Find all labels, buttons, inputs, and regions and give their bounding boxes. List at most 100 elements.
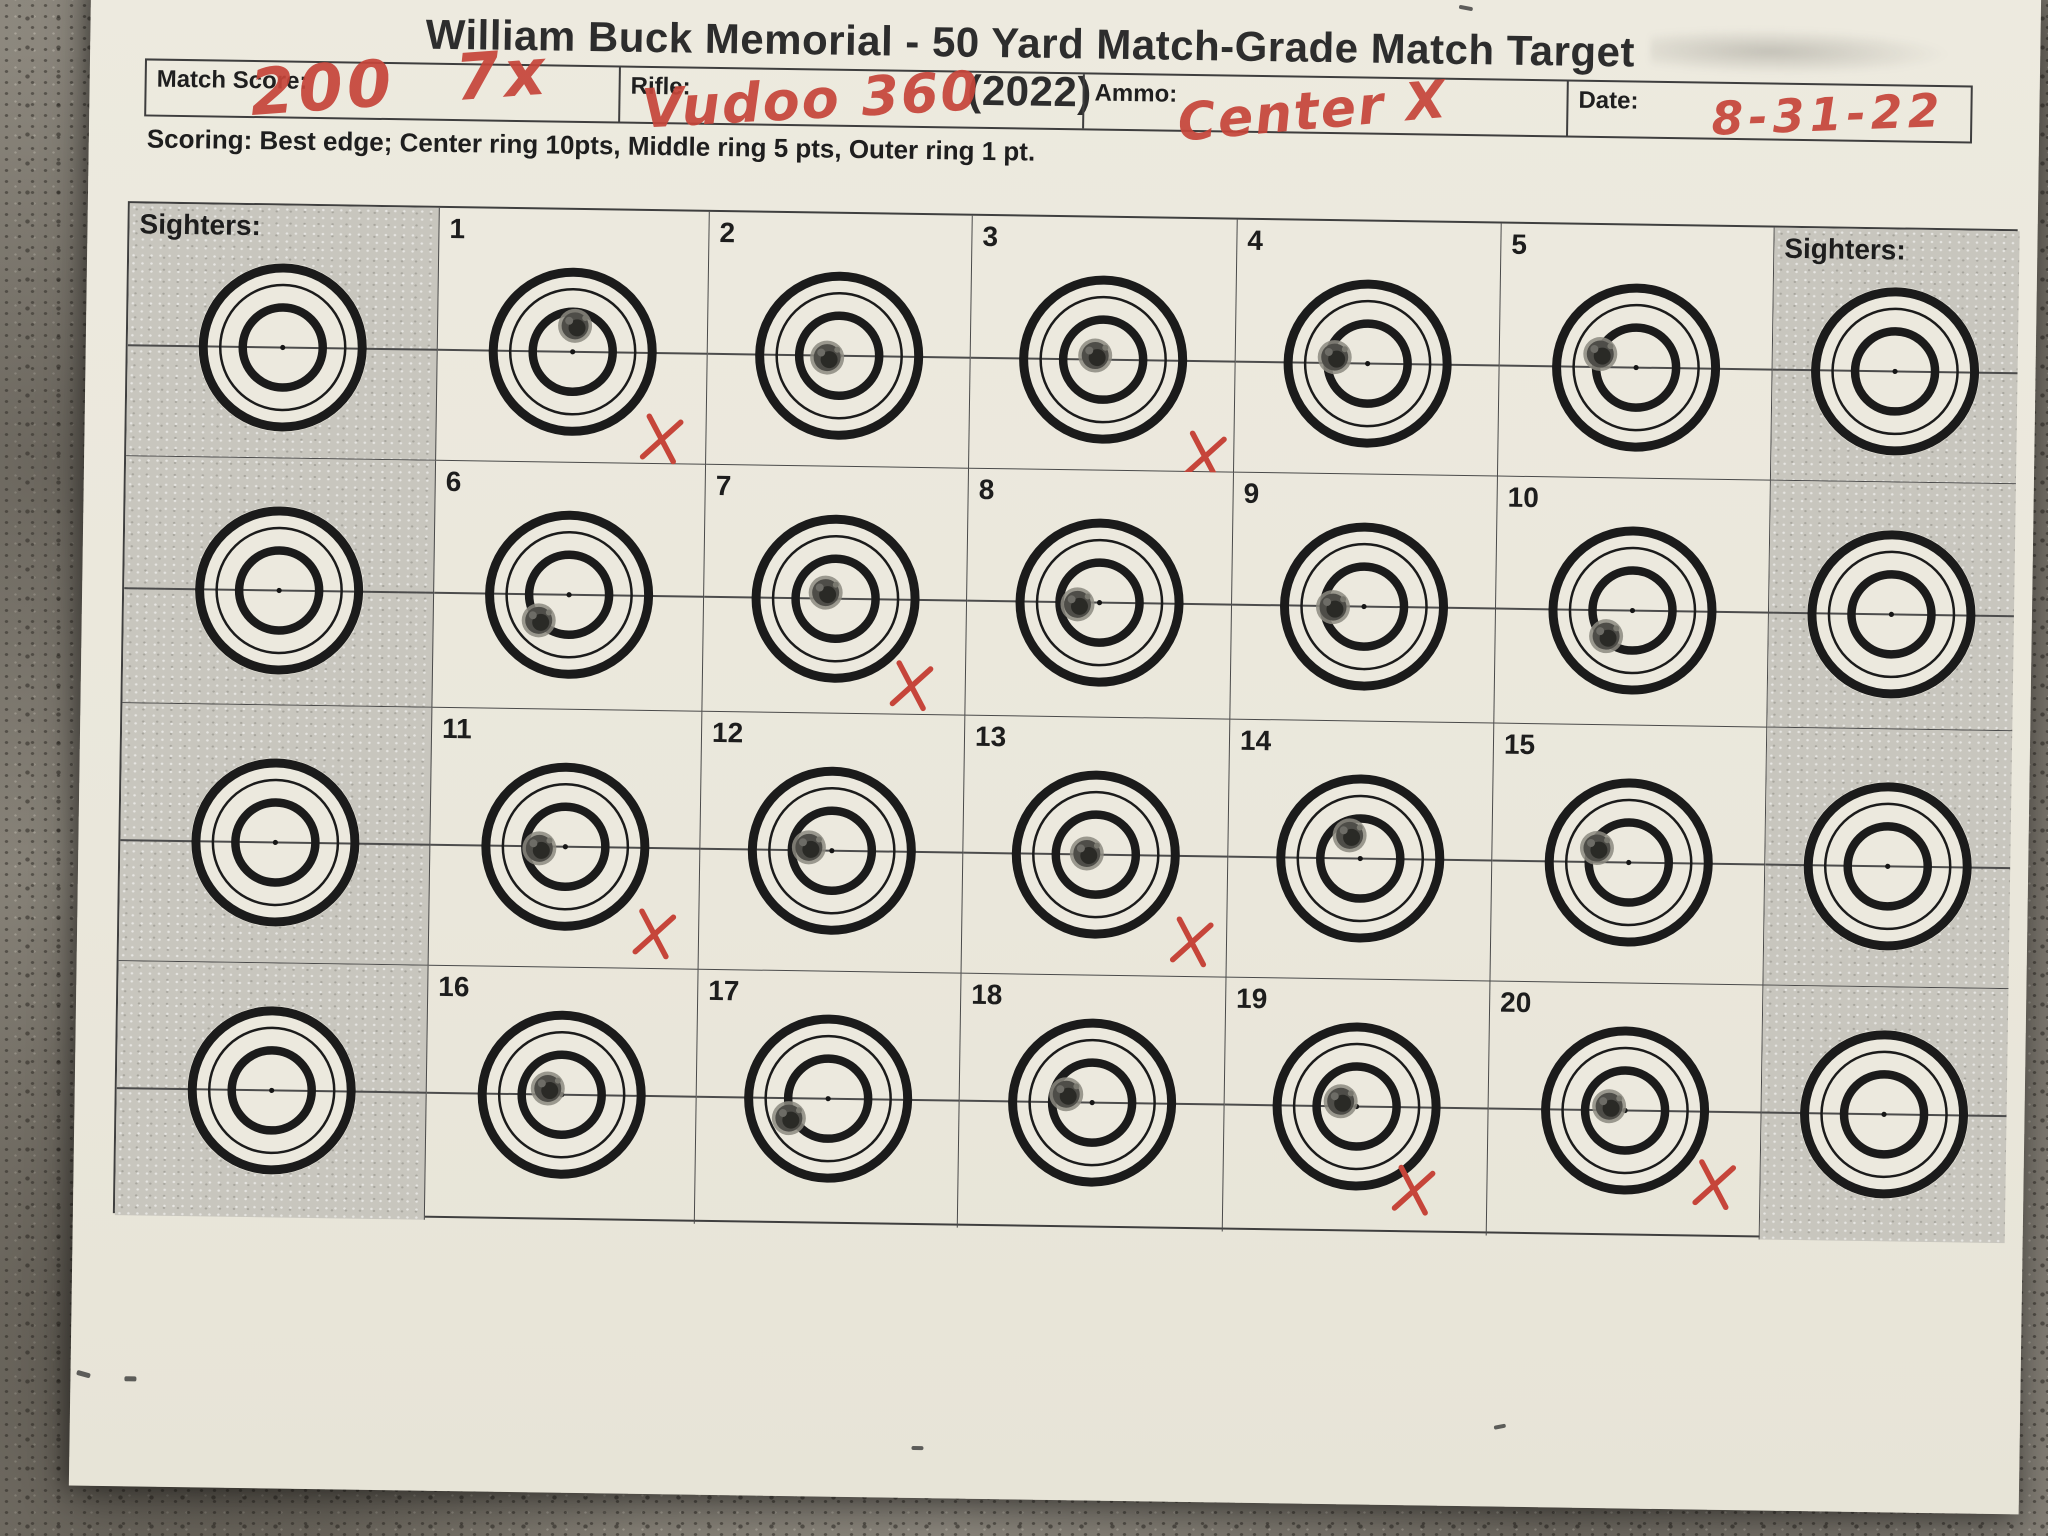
bullet-hole [1049,1077,1084,1112]
target-cell-18: 18 [957,973,1227,1232]
bullseye [116,1005,427,1175]
bullet-hole [1323,1084,1358,1119]
date-value: 8-31-22 [1710,83,1946,146]
center-dot [1633,364,1639,371]
target-cell-13: 13 [961,715,1231,978]
bullseye [707,271,971,441]
bullet-hole [1589,619,1624,654]
center-dot [280,344,286,351]
sighter-cell [114,961,429,1220]
bullet-hole [1332,818,1367,853]
scoring-note: Scoring: Best edge; Center ring 10pts, M… [146,123,1036,167]
sighter-cell [118,703,433,966]
target-cell-15: 15 [1490,723,1768,986]
sighter-cell [1767,480,2016,732]
center-dot [1892,368,1898,375]
sighters-label: Sighters: [1784,232,1906,266]
target-number: 8 [978,473,995,506]
target-number: 18 [970,978,1003,1011]
center-dot [562,844,568,850]
target-cell-19: 19 [1222,977,1491,1236]
target-cell-2: 2 [706,211,973,469]
crop-mark [1493,1423,1507,1430]
target-cell-11: 11 [428,707,703,970]
bullet-hole [1069,836,1104,871]
center-dot [1361,603,1367,610]
target-number: 6 [445,465,462,498]
bullet-hole [810,340,845,375]
target-cell-5: 5 [1497,223,1775,481]
x-ring-mark [1169,916,1214,968]
bullet-hole [558,308,593,343]
crop-mark [76,1369,91,1379]
center-dot [570,349,576,355]
sighter-cell [1763,727,2013,990]
bullet-hole [791,830,826,865]
bullseye [959,1018,1225,1188]
center-dot [829,848,835,854]
center-dot [1626,859,1632,866]
center-dot [1089,1099,1095,1106]
target-number: 2 [719,216,736,249]
bullet-hole [808,575,843,610]
center-dot [566,592,572,598]
target-number: 14 [1239,724,1272,757]
bullseye [970,275,1236,473]
bullseye [700,766,964,936]
bullseye [1495,526,1769,696]
crop-mark [1458,4,1474,12]
sighter-cell: Sighters: [1770,227,2020,485]
target-number: 4 [1247,224,1264,257]
bullet-hole [1317,340,1352,375]
bullet-hole [1316,590,1351,625]
center-dot [276,587,282,594]
x-ring-mark [632,908,677,960]
x-ring-mark [889,660,934,712]
crop-mark [911,1445,924,1451]
center-dot [1357,855,1363,862]
target-cell-7: 7 [702,464,970,716]
target-number: 20 [1499,986,1532,1019]
center-dot [272,839,278,846]
bullseye [1768,529,2014,699]
pencil-smudge [1649,26,1951,78]
center-dot [825,1096,831,1102]
center-dot [1885,863,1891,869]
target-cell-10: 10 [1494,476,1771,728]
target-cell-20: 20 [1486,981,1764,1240]
sighter-cell: Sighters: [126,203,440,461]
bullseye [120,757,431,927]
bullseye [1235,279,1500,449]
bullseye [1224,1022,1489,1216]
bullseye [430,762,701,960]
target-cell-14: 14 [1226,719,1495,982]
center-dot [1365,360,1371,367]
target-number: 10 [1507,481,1540,514]
sighter-cell [122,456,437,708]
target-number: 1 [449,212,466,245]
bullet-hole [1060,587,1095,622]
bullseye [1761,1029,2007,1199]
target-number: 11 [441,712,472,745]
target-number: 3 [982,220,999,253]
target-cell-8: 8 [965,468,1234,720]
x-ring-mark [639,413,684,465]
target-number: 16 [438,970,470,1003]
target-number: 19 [1235,982,1268,1015]
bullseye [1499,283,1773,453]
target-number: 5 [1511,228,1528,260]
bullseye [426,1010,697,1180]
target-cell-1: 1 [436,207,710,465]
bullseye [1228,774,1493,944]
bullet-hole [1592,1089,1627,1124]
center-dot [1629,607,1636,614]
target-cell-6: 6 [432,460,707,712]
bullseye [1488,1025,1762,1211]
bullseye [963,770,1229,968]
target-number: 17 [708,974,740,1007]
center-dot [1888,611,1895,617]
sighter-cell [1759,985,2009,1244]
x-ring-mark [1692,1159,1737,1211]
bullet-hole [1078,338,1113,373]
sighters-label: Sighters: [139,208,262,242]
